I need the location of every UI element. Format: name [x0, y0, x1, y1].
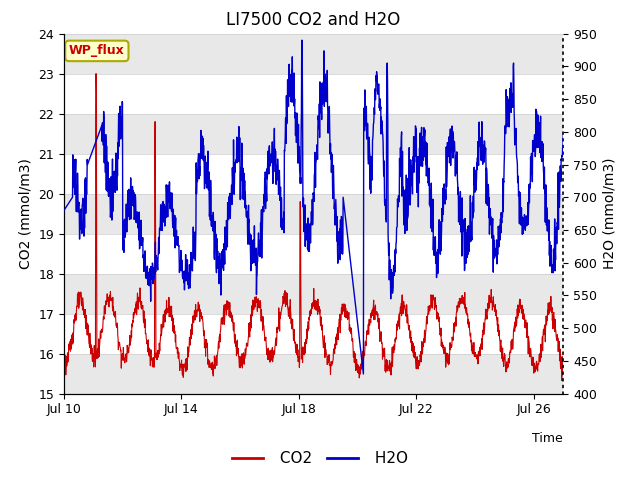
Y-axis label: CO2 (mmol/m3): CO2 (mmol/m3)	[19, 158, 33, 269]
Title: LI7500 CO2 and H2O: LI7500 CO2 and H2O	[227, 11, 401, 29]
Bar	[64, 313, 563, 354]
Text: WP_flux: WP_flux	[69, 44, 125, 58]
Bar	[64, 154, 563, 193]
Bar	[64, 234, 563, 274]
Legend:  CO2,  H2O: CO2, H2O	[226, 445, 414, 472]
Bar	[64, 73, 563, 114]
Y-axis label: H2O (mmol/m3): H2O (mmol/m3)	[602, 158, 616, 269]
Text: Time: Time	[532, 432, 563, 445]
